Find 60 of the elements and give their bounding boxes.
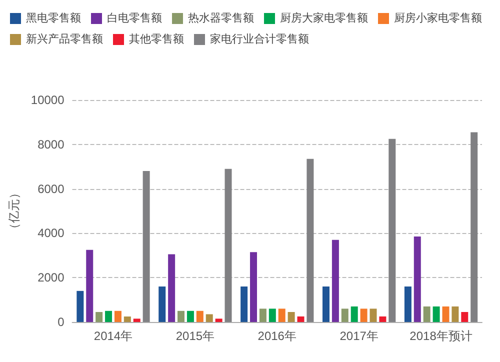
bar bbox=[76, 290, 84, 322]
bar bbox=[142, 171, 150, 322]
bar bbox=[278, 308, 286, 322]
legend-label: 热水器零售额 bbox=[188, 12, 254, 24]
bar bbox=[404, 286, 412, 322]
bar bbox=[297, 316, 304, 322]
bar bbox=[341, 308, 348, 322]
bar bbox=[470, 132, 478, 322]
x-tick-label: 2016年 bbox=[258, 329, 296, 343]
y-tick-label: 0 bbox=[58, 315, 65, 329]
bar bbox=[86, 250, 94, 322]
bar bbox=[461, 312, 468, 322]
legend-label: 黑电零售额 bbox=[26, 12, 81, 24]
bar bbox=[133, 318, 140, 322]
y-tick-label: 10000 bbox=[30, 93, 65, 107]
legend-label: 新兴产品零售额 bbox=[26, 32, 103, 46]
bar bbox=[178, 310, 185, 322]
y-tick-label: 4000 bbox=[38, 226, 65, 240]
y-tick-label: 6000 bbox=[38, 182, 65, 196]
bar bbox=[224, 168, 232, 322]
bar bbox=[322, 286, 330, 322]
bar bbox=[388, 138, 396, 322]
bar bbox=[360, 308, 368, 322]
bar bbox=[114, 310, 122, 322]
bar bbox=[268, 308, 276, 322]
bar bbox=[350, 306, 358, 322]
bar bbox=[206, 314, 213, 322]
bar bbox=[186, 310, 194, 322]
legend-label: 白电零售额 bbox=[107, 12, 162, 24]
bar bbox=[168, 254, 176, 322]
x-tick-label: 2014年 bbox=[94, 329, 133, 343]
y-tick-label: 8000 bbox=[38, 137, 65, 152]
bar bbox=[105, 310, 112, 322]
bar bbox=[423, 306, 430, 322]
bar bbox=[414, 236, 421, 322]
bar bbox=[259, 308, 266, 322]
bar bbox=[442, 306, 450, 322]
x-tick-label: 2015年 bbox=[176, 329, 215, 343]
bar bbox=[288, 312, 295, 322]
legend-label: 其他零售额 bbox=[129, 32, 184, 46]
legend-label: 家电行业合计零售额 bbox=[210, 32, 309, 46]
bar bbox=[379, 316, 386, 322]
legend-label: 厨房小家电零售额 bbox=[394, 12, 482, 24]
bar bbox=[158, 286, 166, 322]
bar bbox=[370, 308, 377, 322]
bar bbox=[432, 306, 440, 322]
x-tick-label: 2017年 bbox=[340, 329, 378, 343]
y-tick-label: 2000 bbox=[38, 270, 65, 285]
bar bbox=[196, 310, 204, 322]
bar bbox=[96, 312, 103, 322]
bar bbox=[240, 286, 248, 322]
legend-label: 厨房大家电零售额 bbox=[280, 12, 368, 24]
bar bbox=[332, 240, 339, 322]
bar bbox=[452, 306, 459, 322]
y-axis-title: （亿元） bbox=[7, 187, 21, 235]
bar bbox=[250, 252, 258, 322]
x-tick-label: 2018年预计 bbox=[410, 329, 472, 343]
bar bbox=[306, 158, 314, 322]
bar bbox=[215, 318, 222, 322]
bar bbox=[124, 316, 131, 322]
